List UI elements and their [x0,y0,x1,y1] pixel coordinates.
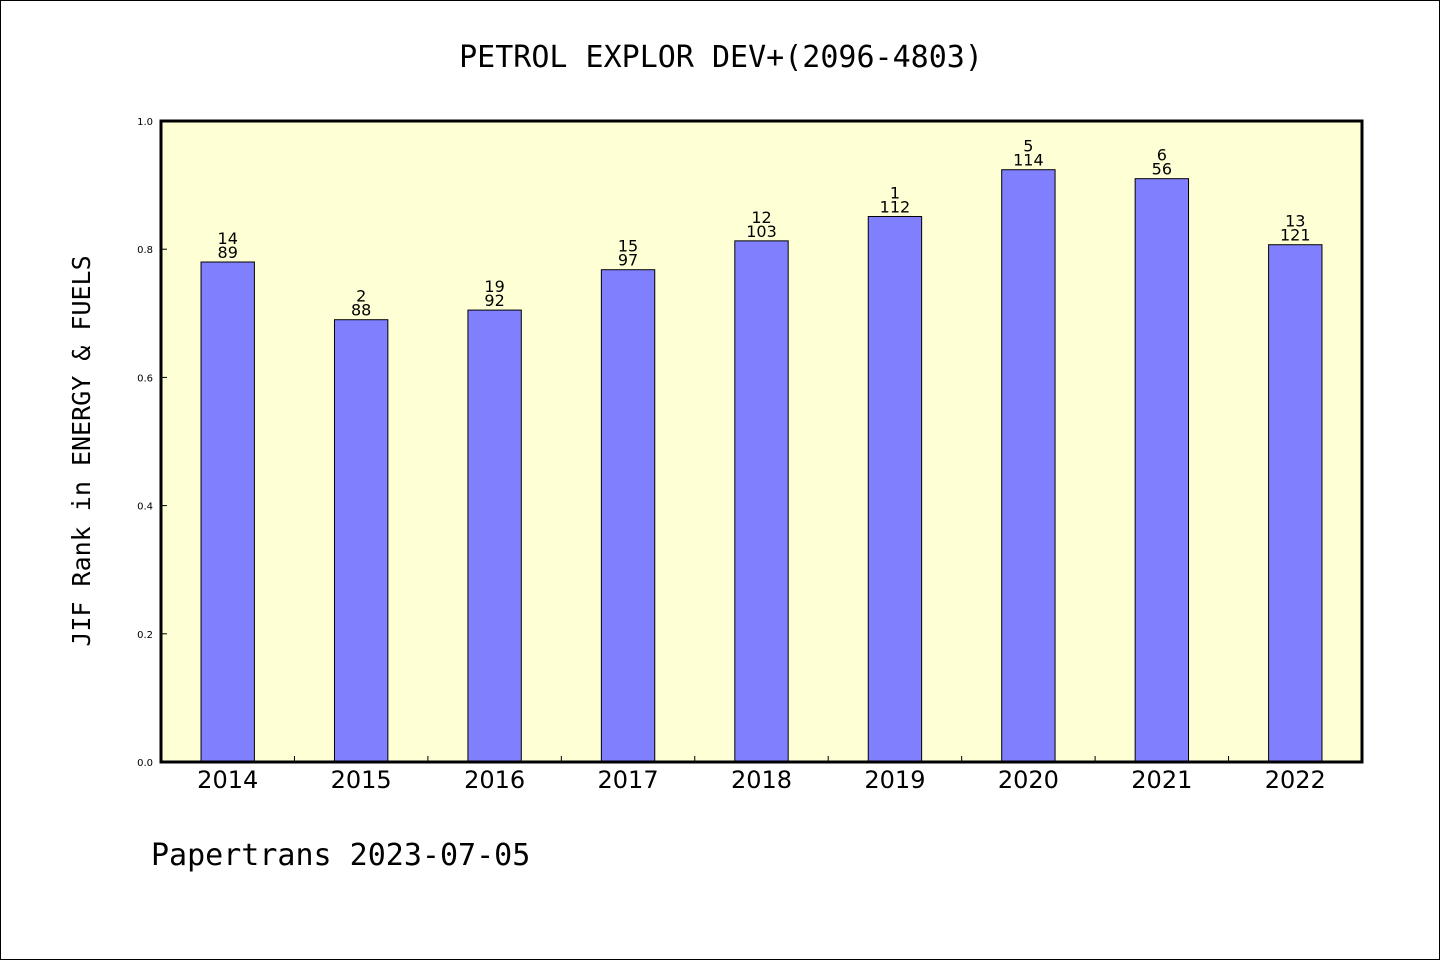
y-tick-label: 0.6 [137,373,153,384]
bar-label-top: 6 [1157,146,1167,165]
bar-2016 [467,309,522,763]
bar-label-bottom: 112 [880,198,911,217]
bar-label-top: 19 [484,277,504,296]
bar-label-top: 2 [356,287,366,306]
x-axis-ticks: 2014 2015 2016 2017 2018 2019 2020 2021 2022 [197,756,1326,794]
bar-label-bottom: 97 [618,251,638,270]
bar-2020 [1001,169,1056,763]
bars [200,169,1323,763]
x-tick-label: 2021 [1131,766,1192,794]
bar-label-top: 1 [890,184,900,203]
x-tick-label: 2019 [864,766,925,794]
bar-label-bottom: 114 [1013,151,1044,170]
bar-label-bottom: 121 [1280,226,1311,245]
y-tick-label: 0.2 [137,630,153,641]
x-tick-label: 2022 [1265,766,1326,794]
bar-label-top: 5 [1023,137,1033,156]
x-tick-label: 2014 [197,766,258,794]
bar-label-bottom: 88 [351,301,371,320]
x-tick-label: 2015 [331,766,392,794]
bar-2021 [1134,178,1190,763]
chart-footer: Papertrans 2023-07-05 [151,838,530,873]
plot-border [159,119,1364,764]
bar-2019 [867,216,923,763]
bar-label-bottom: 103 [746,222,777,241]
y-tick-label: 0.8 [137,245,153,256]
chart-title: PETROL EXPLOR DEV+(2096-4803) [459,40,983,75]
y-tick-label: 0.4 [137,502,153,513]
bar-label-top: 13 [1285,212,1305,231]
bar-label-top: 12 [751,208,771,227]
x-tick-label: 2016 [464,766,525,794]
bar-2018 [734,240,789,763]
bar-2015 [333,319,389,763]
bar-label-bottom: 89 [218,243,238,262]
bar-label-top: 14 [218,229,238,248]
x-tick-label: 2017 [598,766,659,794]
bar-label-top: 15 [618,237,638,256]
x-tick-label: 2018 [731,766,792,794]
bar-2014 [200,261,255,763]
x-tick-label: 2020 [998,766,1059,794]
y-tick-label: 1.0 [137,117,153,128]
bar-2022 [1268,244,1323,763]
bar-label-bottom: 92 [484,291,504,310]
y-tick-label: 0.0 [137,758,153,769]
bar-label-bottom: 56 [1152,160,1172,179]
bar-2017 [600,269,656,763]
y-axis-label: JIF Rank in ENERGY & FUELS [67,255,96,646]
